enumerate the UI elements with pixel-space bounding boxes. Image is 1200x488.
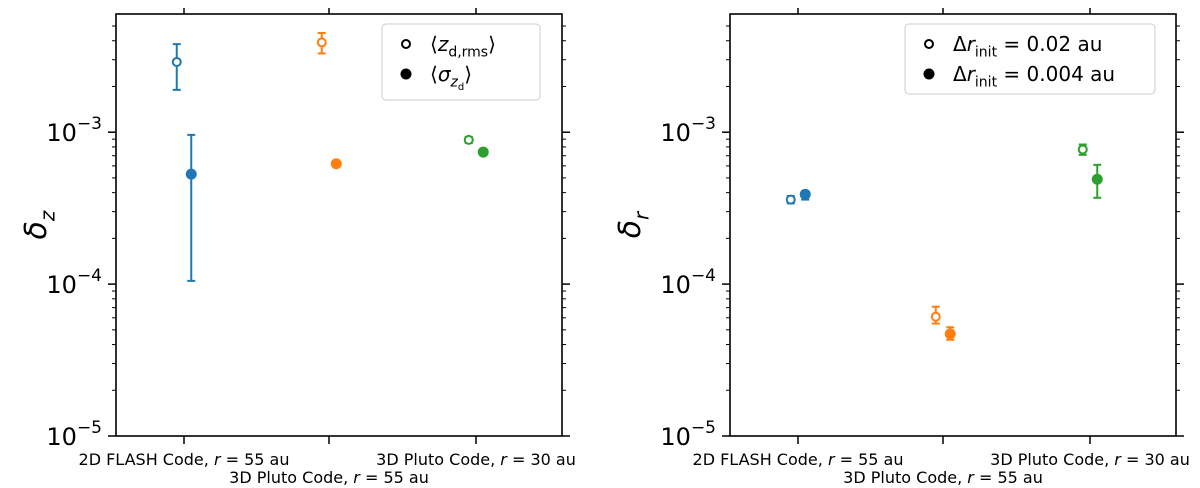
axes-frame (729, 13, 1177, 437)
data-layer (171, 31, 489, 282)
y-axis-label: δr (613, 210, 653, 238)
y-tick-label: 10−3 (660, 114, 716, 147)
legend-marker (401, 39, 411, 49)
open-marker (463, 134, 474, 145)
legend-marker (924, 39, 934, 49)
y-tick-label: 10−4 (660, 266, 716, 299)
x-tick-label: 3D Pluto Code, r = 30 au (990, 450, 1190, 469)
filled-marker (1091, 173, 1103, 185)
legend: ⟨zd,rms⟩⟨σzd⟩ (381, 23, 541, 101)
x-tick-label: 2D FLASH Code, r = 55 au (79, 450, 290, 469)
legend-label: ⟨zd,rms⟩ (430, 32, 496, 61)
filled-marker (330, 158, 342, 170)
y-tick-label: 10−3 (46, 114, 102, 147)
legend-box (904, 23, 1156, 95)
open-marker (930, 311, 941, 322)
y-tick-label: 10−4 (46, 266, 102, 299)
data-layer (785, 143, 1103, 341)
legend-label: Δrinit = 0.02 au (953, 32, 1102, 61)
legend-label: Δrinit = 0.004 au (953, 62, 1115, 91)
axes-frame (115, 13, 563, 437)
open-marker (171, 56, 182, 67)
legend-label: ⟨σzd⟩ (430, 62, 472, 93)
open-marker (316, 37, 327, 48)
filled-marker (799, 188, 811, 200)
open-marker (1077, 144, 1088, 155)
x-tick-label: 3D Pluto Code, r = 30 au (376, 450, 576, 469)
y-tick-label: 10−5 (46, 418, 102, 451)
x-tick-label: 2D FLASH Code, r = 55 au (693, 450, 904, 469)
legend-marker (400, 68, 412, 80)
legend-marker (923, 68, 935, 80)
open-marker (785, 194, 796, 205)
y-axis-label: δz (19, 210, 59, 239)
x-tick-label: 3D Pluto Code, r = 55 au (229, 468, 429, 487)
filled-marker (185, 168, 197, 180)
filled-marker (944, 328, 956, 340)
legend-box (381, 23, 541, 101)
y-tick-label: 10−5 (660, 418, 716, 451)
filled-marker (477, 146, 489, 158)
x-tick-label: 3D Pluto Code, r = 55 au (843, 468, 1043, 487)
